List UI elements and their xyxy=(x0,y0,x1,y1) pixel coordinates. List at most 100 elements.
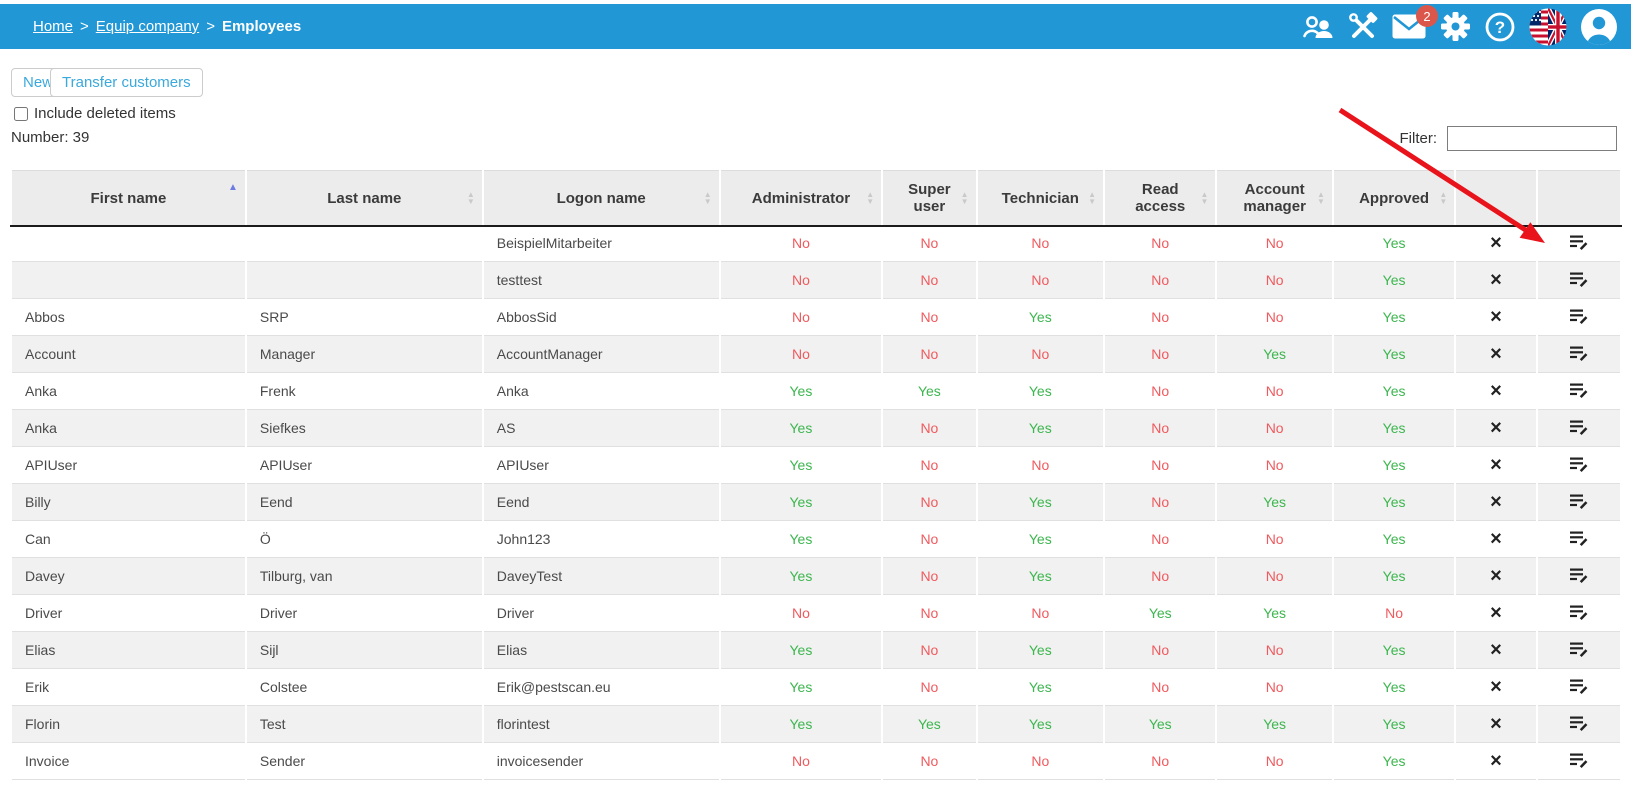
cell-super_user: No xyxy=(883,262,976,299)
cell-technician: No xyxy=(977,447,1104,484)
cell-administrator: No xyxy=(720,225,882,262)
cell-logon_name: APIUser xyxy=(483,447,719,484)
cell-read_access: No xyxy=(1105,521,1216,558)
breadcrumb-company-link[interactable]: Equip company xyxy=(95,18,200,35)
edit-button[interactable] xyxy=(1569,752,1588,768)
filter-input[interactable] xyxy=(1447,126,1617,151)
delete-button[interactable]: × xyxy=(1490,602,1502,624)
cell-first_name: Davey xyxy=(12,558,245,595)
edit-button[interactable] xyxy=(1569,345,1588,361)
cell-last_name: SRP xyxy=(246,299,482,336)
cell-approved: Yes xyxy=(1333,743,1455,780)
col-header-account_manager[interactable]: Account manager ▲ ▼ xyxy=(1217,170,1332,225)
edit-button[interactable] xyxy=(1569,308,1588,324)
cell-first_name xyxy=(12,225,245,262)
cell-last_name: APIUser xyxy=(246,447,482,484)
delete-button[interactable]: × xyxy=(1490,269,1502,291)
edit-button[interactable] xyxy=(1569,530,1588,546)
edit-button[interactable] xyxy=(1569,604,1588,620)
delete-button[interactable]: × xyxy=(1490,565,1502,587)
delete-button[interactable]: × xyxy=(1490,750,1502,772)
cell-last_name: Sijl xyxy=(246,632,482,669)
cell-approved: Yes xyxy=(1333,336,1455,373)
cell-last_name: Sender xyxy=(246,743,482,780)
tools-icon[interactable] xyxy=(1348,11,1378,42)
edit-button[interactable] xyxy=(1569,715,1588,731)
cell-edit xyxy=(1537,706,1620,743)
help-icon[interactable]: ? xyxy=(1485,12,1515,42)
cell-first_name: Account xyxy=(12,336,245,373)
cell-technician: Yes xyxy=(977,558,1104,595)
cell-super_user: No xyxy=(883,410,976,447)
edit-button[interactable] xyxy=(1569,419,1588,435)
delete-button[interactable]: × xyxy=(1490,454,1502,476)
sort-icon: ▲ ▼ xyxy=(866,190,875,206)
cell-super_user: No xyxy=(883,521,976,558)
cell-read_access: No xyxy=(1105,373,1216,410)
col-header-label: Last name xyxy=(327,189,402,207)
table-row: Anka Frenk Anka Yes Yes Yes No No Yes × xyxy=(12,373,1620,410)
delete-button[interactable]: × xyxy=(1490,713,1502,735)
mail-badge: 2 xyxy=(1416,5,1438,27)
edit-button[interactable] xyxy=(1569,456,1588,472)
cell-delete: × xyxy=(1456,447,1536,484)
breadcrumb-home-link[interactable]: Home xyxy=(33,18,74,35)
col-header-super_user[interactable]: Super user ▲ ▼ xyxy=(883,170,976,225)
cell-logon_name: AbbosSid xyxy=(483,299,719,336)
cell-technician: No xyxy=(977,225,1104,262)
delete-button[interactable]: × xyxy=(1490,491,1502,513)
cell-account_manager: Yes xyxy=(1217,706,1332,743)
settings-gear-icon[interactable] xyxy=(1440,11,1471,42)
edit-button[interactable] xyxy=(1569,234,1588,250)
delete-button[interactable]: × xyxy=(1490,232,1502,254)
delete-button[interactable]: × xyxy=(1490,343,1502,365)
cell-edit xyxy=(1537,558,1620,595)
include-deleted-checkbox[interactable] xyxy=(14,106,28,121)
delete-button[interactable]: × xyxy=(1490,676,1502,698)
cell-approved: Yes xyxy=(1333,447,1455,484)
cell-edit xyxy=(1537,336,1620,373)
users-icon[interactable] xyxy=(1302,13,1334,41)
edit-button[interactable] xyxy=(1569,567,1588,583)
cell-delete: × xyxy=(1456,410,1536,447)
cell-account_manager: No xyxy=(1217,410,1332,447)
delete-button[interactable]: × xyxy=(1490,639,1502,661)
cell-delete: × xyxy=(1456,299,1536,336)
edit-button[interactable] xyxy=(1569,271,1588,287)
table-row: Can Ö John123 Yes No Yes No No Yes × xyxy=(12,521,1620,558)
cell-edit xyxy=(1537,262,1620,299)
delete-button[interactable]: × xyxy=(1490,306,1502,328)
language-flag-icon[interactable] xyxy=(1529,8,1567,46)
edit-button[interactable] xyxy=(1569,678,1588,694)
sort-icon: ▲ ▼ xyxy=(1439,190,1448,206)
edit-button[interactable] xyxy=(1569,641,1588,657)
col-header-first_name[interactable]: First name ▲ xyxy=(12,170,245,225)
col-header-administrator[interactable]: Administrator ▲ ▼ xyxy=(720,170,882,225)
cell-administrator: Yes xyxy=(720,632,882,669)
cell-logon_name: Anka xyxy=(483,373,719,410)
breadcrumb: Home > Equip company > Employees xyxy=(33,18,301,35)
delete-button[interactable]: × xyxy=(1490,528,1502,550)
col-header-technician[interactable]: Technician ▲ ▼ xyxy=(977,170,1104,225)
edit-icon xyxy=(1570,308,1588,324)
cell-last_name: Driver xyxy=(246,595,482,632)
col-header-approved[interactable]: Approved ▲ ▼ xyxy=(1333,170,1455,225)
cell-last_name: Colstee xyxy=(246,669,482,706)
col-header-read_access[interactable]: Read access ▲ ▼ xyxy=(1105,170,1216,225)
delete-button[interactable]: × xyxy=(1490,380,1502,402)
cell-technician: No xyxy=(977,336,1104,373)
account-avatar-icon[interactable] xyxy=(1581,8,1617,45)
col-header-last_name[interactable]: Last name ▲ ▼ xyxy=(246,170,482,225)
delete-button[interactable]: × xyxy=(1490,417,1502,439)
col-header-actions xyxy=(1537,170,1620,225)
transfer-customers-button[interactable]: Transfer customers xyxy=(50,68,203,97)
cell-read_access: No xyxy=(1105,669,1216,706)
record-count: Number: 39 xyxy=(11,129,90,146)
cell-technician: Yes xyxy=(977,521,1104,558)
edit-button[interactable] xyxy=(1569,382,1588,398)
cell-super_user: No xyxy=(883,595,976,632)
mail-icon[interactable]: 2 xyxy=(1392,5,1438,39)
table-row: Anka Siefkes AS Yes No Yes No No Yes × xyxy=(12,410,1620,447)
edit-button[interactable] xyxy=(1569,493,1588,509)
col-header-logon_name[interactable]: Logon name ▲ ▼ xyxy=(483,170,719,225)
